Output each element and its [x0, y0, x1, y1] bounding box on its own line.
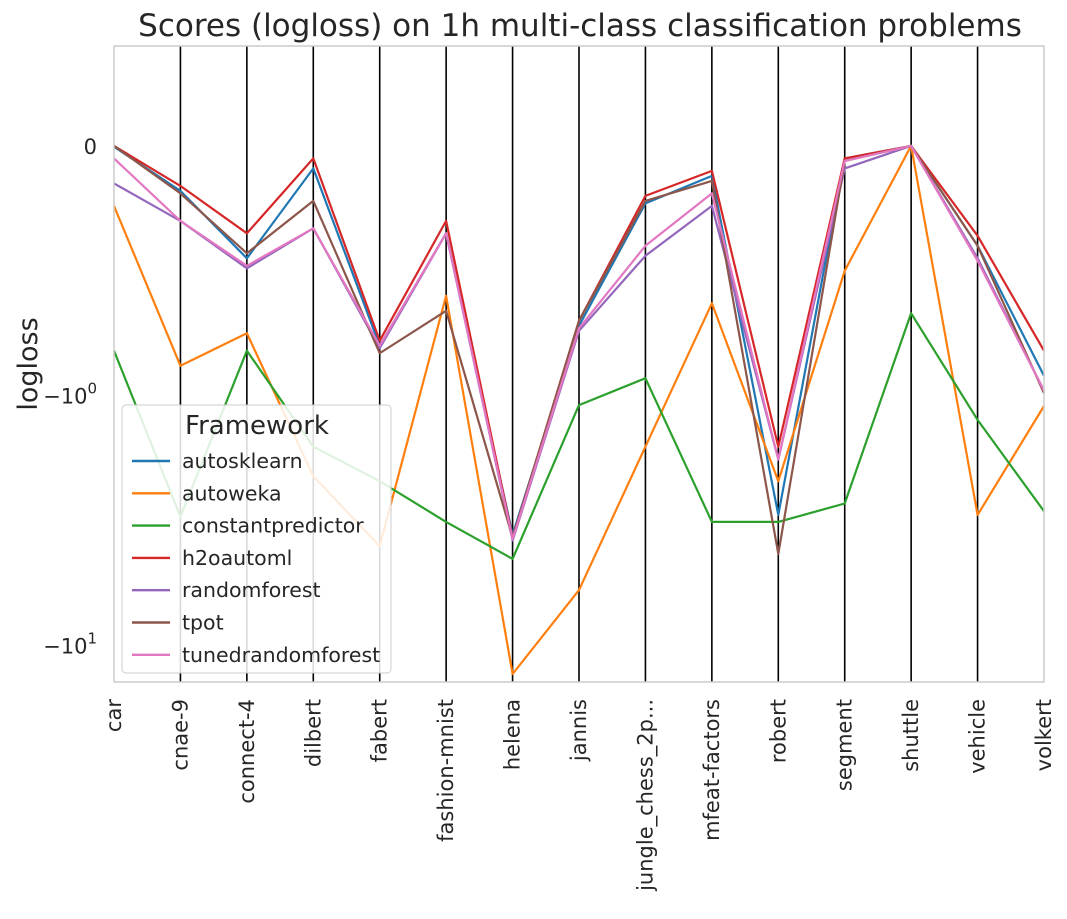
legend-title: Framework	[185, 411, 329, 441]
series-line-tunedrandomforest	[113, 144, 1045, 541]
x-tick-label: jungle_chess_2p...	[633, 699, 658, 892]
legend-label-randomforest: randomforest	[182, 578, 321, 602]
y-tick-label: −101	[43, 629, 97, 658]
y-axis-label: logloss	[13, 317, 44, 410]
y-tick-label: −100	[43, 380, 97, 409]
x-tick-label: helena	[501, 699, 525, 770]
plot-frame	[113, 45, 1045, 683]
legend-label-tpot: tpot	[182, 611, 224, 635]
x-tick-label: mfeat-factors	[700, 699, 724, 841]
x-tick-label: robert	[766, 699, 790, 763]
legend: Framework autosklearn autoweka constantpre…	[121, 404, 392, 674]
legend-label-tunedrandomforest: tunedrandomforest	[182, 643, 380, 667]
x-tick-label: connect-4	[235, 699, 259, 804]
series-lines	[112, 144, 1046, 676]
legend-label-constantpredictor: constantpredictor	[182, 514, 364, 538]
x-tick-label: fashion-mnist	[434, 699, 458, 842]
chart-title: Scores (logloss) on 1h multi-class class…	[138, 8, 1022, 44]
x-tick-label: volkert	[1032, 699, 1056, 771]
x-tick-label: segment	[833, 699, 857, 791]
x-tick-label: shuttle	[899, 699, 923, 772]
legend-label-h2oautoml: h2oautoml	[182, 546, 292, 570]
legend-box	[121, 404, 392, 674]
x-tick-label: fabert	[368, 699, 392, 762]
plot-area	[112, 45, 1046, 683]
legend-label-autosklearn: autosklearn	[182, 449, 303, 473]
x-tick-label: vehicle	[966, 699, 990, 774]
legend-entries: autosklearn autoweka constantpredictor h2oa…	[132, 449, 380, 667]
series-line-constantpredictor	[112, 312, 1045, 561]
x-tick-label: cnae-9	[168, 699, 192, 771]
y-axis-ticks: 0 −100 −101	[43, 135, 97, 659]
y-tick-label: 0	[84, 135, 97, 159]
x-tick-label: jannis	[567, 699, 591, 762]
legend-label-autoweka: autoweka	[182, 481, 282, 505]
x-tick-label: dilbert	[301, 699, 325, 767]
x-tick-label: car	[102, 699, 126, 732]
x-axis-ticks: car cnae-9 connect-4 dilbert fabert fashion-m…	[102, 699, 1056, 892]
